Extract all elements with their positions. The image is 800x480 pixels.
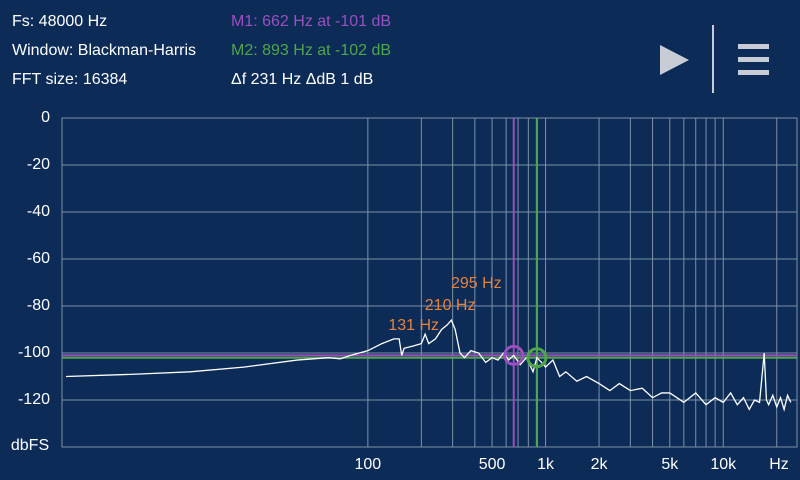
delta-text: Δf 231 Hz ΔdB 1 dB	[231, 71, 373, 88]
window-text: Window: Blackman-Harris	[12, 42, 196, 59]
peak-label: 131 Hz	[388, 317, 439, 334]
y-tick-label: -60	[27, 250, 50, 267]
fft-size-text: FFT size: 16384	[12, 71, 127, 88]
x-tick-label: 5k	[661, 456, 679, 473]
marker-label: M1: 662 Hz at -101 dB	[231, 13, 391, 30]
x-tick-label: 500	[479, 456, 506, 473]
x-tick-label: 1k	[537, 456, 555, 473]
peak-label: 210 Hz	[425, 297, 476, 314]
marker-label: M2: 893 Hz at -102 dB	[231, 42, 391, 59]
y-axis-label: dbFS	[11, 437, 49, 454]
y-tick-label: 0	[41, 109, 50, 126]
y-tick-label: -20	[27, 156, 50, 173]
y-tick-label: -40	[27, 203, 50, 220]
spectrum-line	[65, 318, 792, 412]
y-tick-label: -120	[18, 391, 50, 408]
marker-circle	[526, 347, 548, 369]
marker-circle	[503, 344, 525, 366]
x-tick-label: 2k	[591, 456, 609, 473]
play-button[interactable]	[645, 35, 695, 85]
y-tick-label: -100	[18, 344, 50, 361]
x-tick-label: 100	[355, 456, 382, 473]
peak-label: 295 Hz	[451, 275, 502, 292]
x-axis-label: Hz	[769, 456, 789, 473]
y-tick-label: -80	[27, 297, 50, 314]
fs-text: Fs: 48000 Hz	[12, 13, 107, 30]
menu-button[interactable]	[730, 35, 780, 85]
x-tick-label: 10k	[710, 456, 737, 473]
